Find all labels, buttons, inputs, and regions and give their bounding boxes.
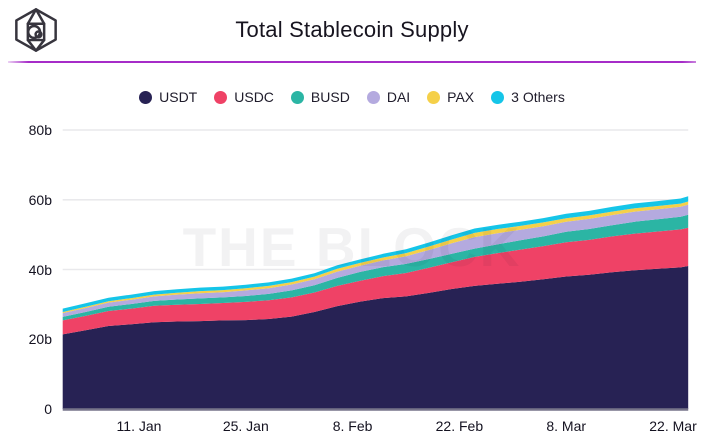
legend-dot-icon	[290, 90, 304, 104]
area-series-3-others	[62, 196, 689, 312]
x-tick-label: 8. Mar	[546, 418, 587, 434]
chart-legend: USDT USDC BUSD DAI PAX 3 Others	[0, 89, 704, 105]
y-tick-label: 20b	[28, 331, 52, 348]
legend-dot-icon	[427, 90, 441, 104]
legend-label: DAI	[386, 89, 411, 105]
legend-label: 3 Others	[511, 89, 565, 105]
legend-item-pax[interactable]: PAX	[427, 89, 474, 105]
legend-item-usdc[interactable]: USDC	[214, 89, 274, 105]
y-tick-label: 60b	[28, 191, 52, 208]
x-tick-label: 25. Jan	[222, 418, 269, 434]
page-title: Total Stablecoin Supply	[235, 17, 469, 42]
legend-item-3-others[interactable]: 3 Others	[491, 89, 565, 105]
stacked-area-plot[interactable]	[62, 196, 689, 409]
legend-label: USDC	[234, 89, 274, 105]
x-tick-label: 8. Feb	[332, 418, 373, 434]
legend-dot-icon	[366, 90, 380, 104]
accent-divider	[8, 61, 696, 63]
legend-dot-icon	[214, 90, 228, 104]
area-series-busd	[62, 214, 689, 321]
y-tick-label: 40b	[28, 261, 52, 278]
x-tick-label: 11. Jan	[116, 418, 162, 434]
x-tick-label: 22. Feb	[435, 418, 484, 434]
legend-item-usdt[interactable]: USDT	[139, 89, 197, 105]
legend-label: BUSD	[310, 89, 350, 105]
y-tick-label: 80b	[28, 122, 52, 138]
x-tick-label: 22. Mar	[649, 418, 697, 434]
y-tick-label: 0	[44, 401, 52, 417]
area-series-dai	[62, 204, 689, 317]
area-series-usdc	[62, 227, 689, 335]
legend-item-busd[interactable]: BUSD	[290, 89, 350, 105]
legend-item-dai[interactable]: DAI	[366, 89, 411, 105]
legend-label: USDT	[159, 89, 198, 105]
area-series-usdt	[62, 266, 689, 409]
the-block-logo-icon	[15, 8, 57, 52]
legend-dot-icon	[491, 90, 505, 104]
legend-dot-icon	[139, 90, 153, 104]
legend-label: PAX	[447, 89, 475, 105]
area-series-pax	[62, 201, 689, 314]
